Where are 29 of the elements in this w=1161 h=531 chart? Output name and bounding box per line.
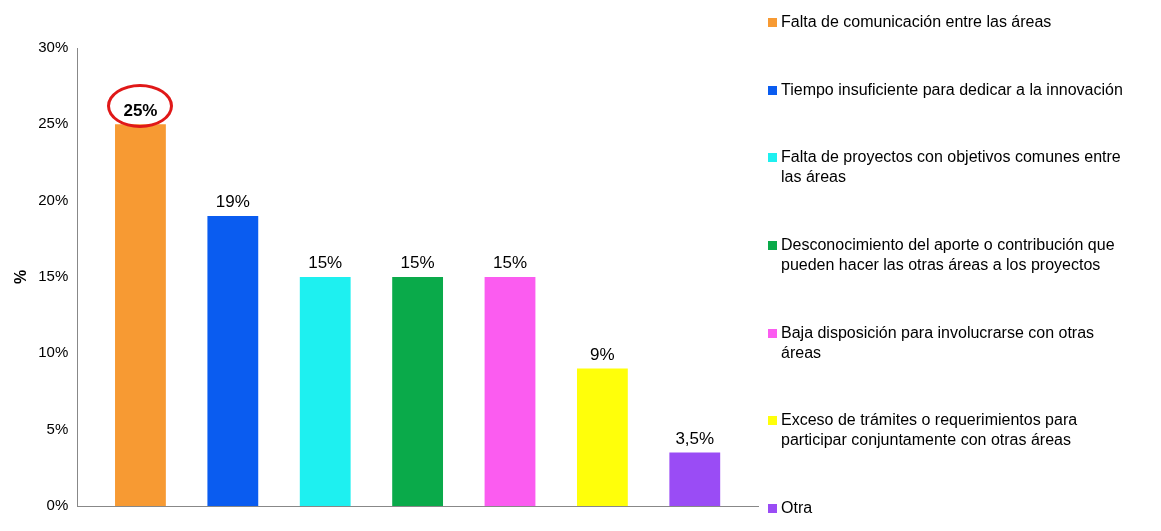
- data-label: 19%: [215, 192, 250, 212]
- legend-label: Desconocimiento del aporte o contribución que pueden hacer las otras áreas a los proyectos: [781, 234, 1116, 275]
- data-label: 15%: [308, 253, 343, 273]
- y-tick-label: 15%: [38, 267, 69, 285]
- legend-label: Exceso de trámites o requerimientos para participar conjuntamente con otras áreas: [781, 410, 1079, 451]
- y-tick-label: 0%: [46, 496, 69, 514]
- data-label: 3,5%: [675, 428, 715, 448]
- y-tick-label: 30%: [38, 38, 69, 56]
- bar: [299, 277, 351, 506]
- legend-label: Otra: [781, 497, 813, 518]
- data-label: 9%: [590, 344, 615, 364]
- bar: [576, 368, 628, 506]
- y-tick-label: 5%: [46, 419, 69, 437]
- y-tick-label: 20%: [38, 190, 69, 208]
- bar: [392, 277, 444, 506]
- bar: [484, 277, 536, 506]
- legend-label: Falta de proyectos con objetivos comunes entre las áreas: [781, 147, 1122, 188]
- legend-label: Baja disposición para involucrarse con otras áreas: [781, 322, 1096, 363]
- data-label: 15%: [400, 253, 435, 273]
- bar: [207, 215, 259, 506]
- legend-label: Falta de comunicación entre las áreas: [781, 12, 1052, 32]
- data-label: 25%: [123, 100, 158, 120]
- y-axis-title: %: [12, 269, 30, 285]
- bar: [115, 124, 166, 506]
- bar: [669, 452, 721, 506]
- y-tick-label: 10%: [38, 343, 69, 361]
- legend-label: Tiempo insuficiente para dedicar a la innovación: [781, 79, 1123, 100]
- y-tick-label: 25%: [38, 114, 69, 132]
- data-label: 15%: [492, 253, 528, 273]
